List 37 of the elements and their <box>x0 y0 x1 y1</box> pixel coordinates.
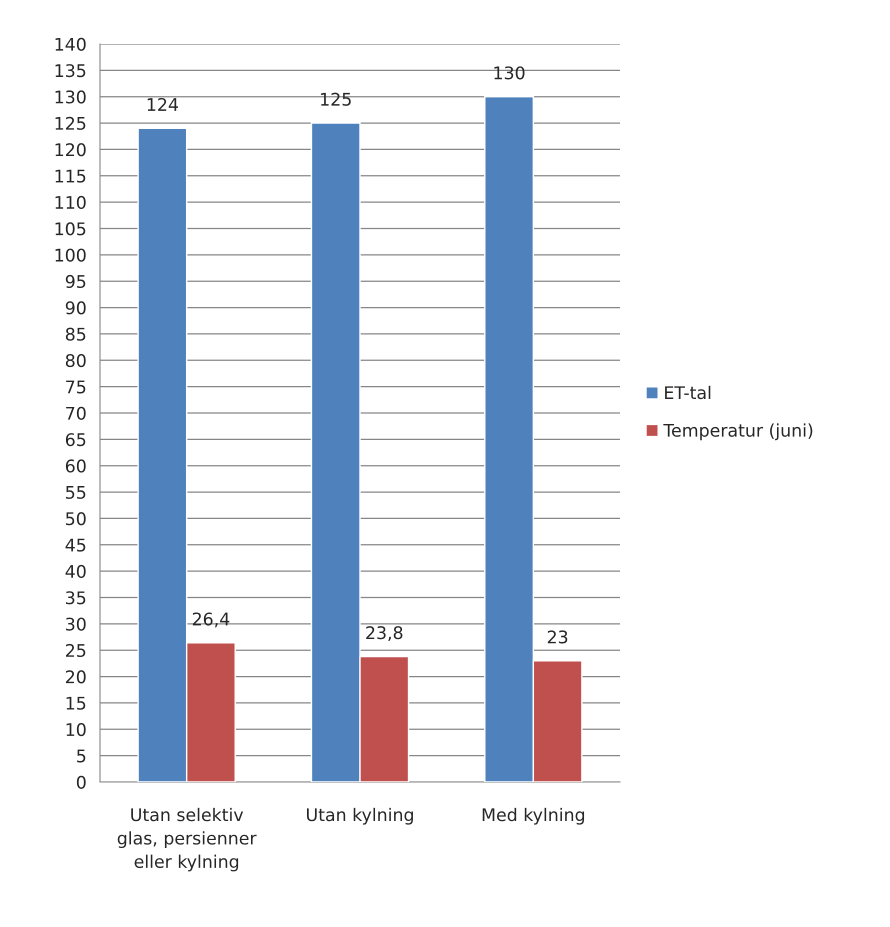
y-tick-label: 15 <box>66 696 86 710</box>
y-tick-label: 5 <box>77 750 86 762</box>
y-tick-label: 115 <box>56 170 86 183</box>
y-tick-label: 35 <box>66 591 86 604</box>
y-tick-label: 30 <box>66 618 86 631</box>
data-label: 23,8 <box>366 626 402 642</box>
y-tick-label: 65 <box>66 433 86 446</box>
y-tick-label: 10 <box>66 722 86 736</box>
x-tick-label: Utan kylning <box>306 808 413 825</box>
y-tick-label: 80 <box>66 354 86 368</box>
y-tick-label: 95 <box>66 274 86 288</box>
y-tick-label: 25 <box>66 644 86 658</box>
y-tick-label: 105 <box>56 222 86 236</box>
x-tick-label: Utan selektiv glas, persienner eller kylning <box>118 808 257 872</box>
y-tick-label: 70 <box>66 406 86 420</box>
y-tick-label: 110 <box>56 196 86 209</box>
y-tick-label: 60 <box>66 459 86 473</box>
y-tick-label: 40 <box>66 564 86 578</box>
y-tick-label: 100 <box>56 248 86 262</box>
y-tick-label: 90 <box>66 301 86 314</box>
y-tick-label: 75 <box>66 380 86 394</box>
y-tick-label: 140 <box>56 38 86 51</box>
y-tick-label: 135 <box>56 64 86 78</box>
y-tick-label: 130 <box>56 90 86 104</box>
legend-label: Temperatur (juni) <box>663 423 812 440</box>
data-label: 23 <box>548 630 568 644</box>
y-tick-label: 50 <box>66 512 86 526</box>
y-tick-label: 85 <box>66 328 86 341</box>
x-tick-label: Med kylning <box>482 808 584 825</box>
y-tick-label: 120 <box>56 143 86 156</box>
legend-label: ET-tal <box>665 386 710 400</box>
data-label: 124 <box>148 98 178 111</box>
y-tick-label: 45 <box>66 538 86 552</box>
y-tick-label: 125 <box>56 116 86 130</box>
y-tick-label: 20 <box>66 670 86 684</box>
y-tick-label: 55 <box>66 486 86 499</box>
y-tick-label: 0 <box>76 776 86 789</box>
